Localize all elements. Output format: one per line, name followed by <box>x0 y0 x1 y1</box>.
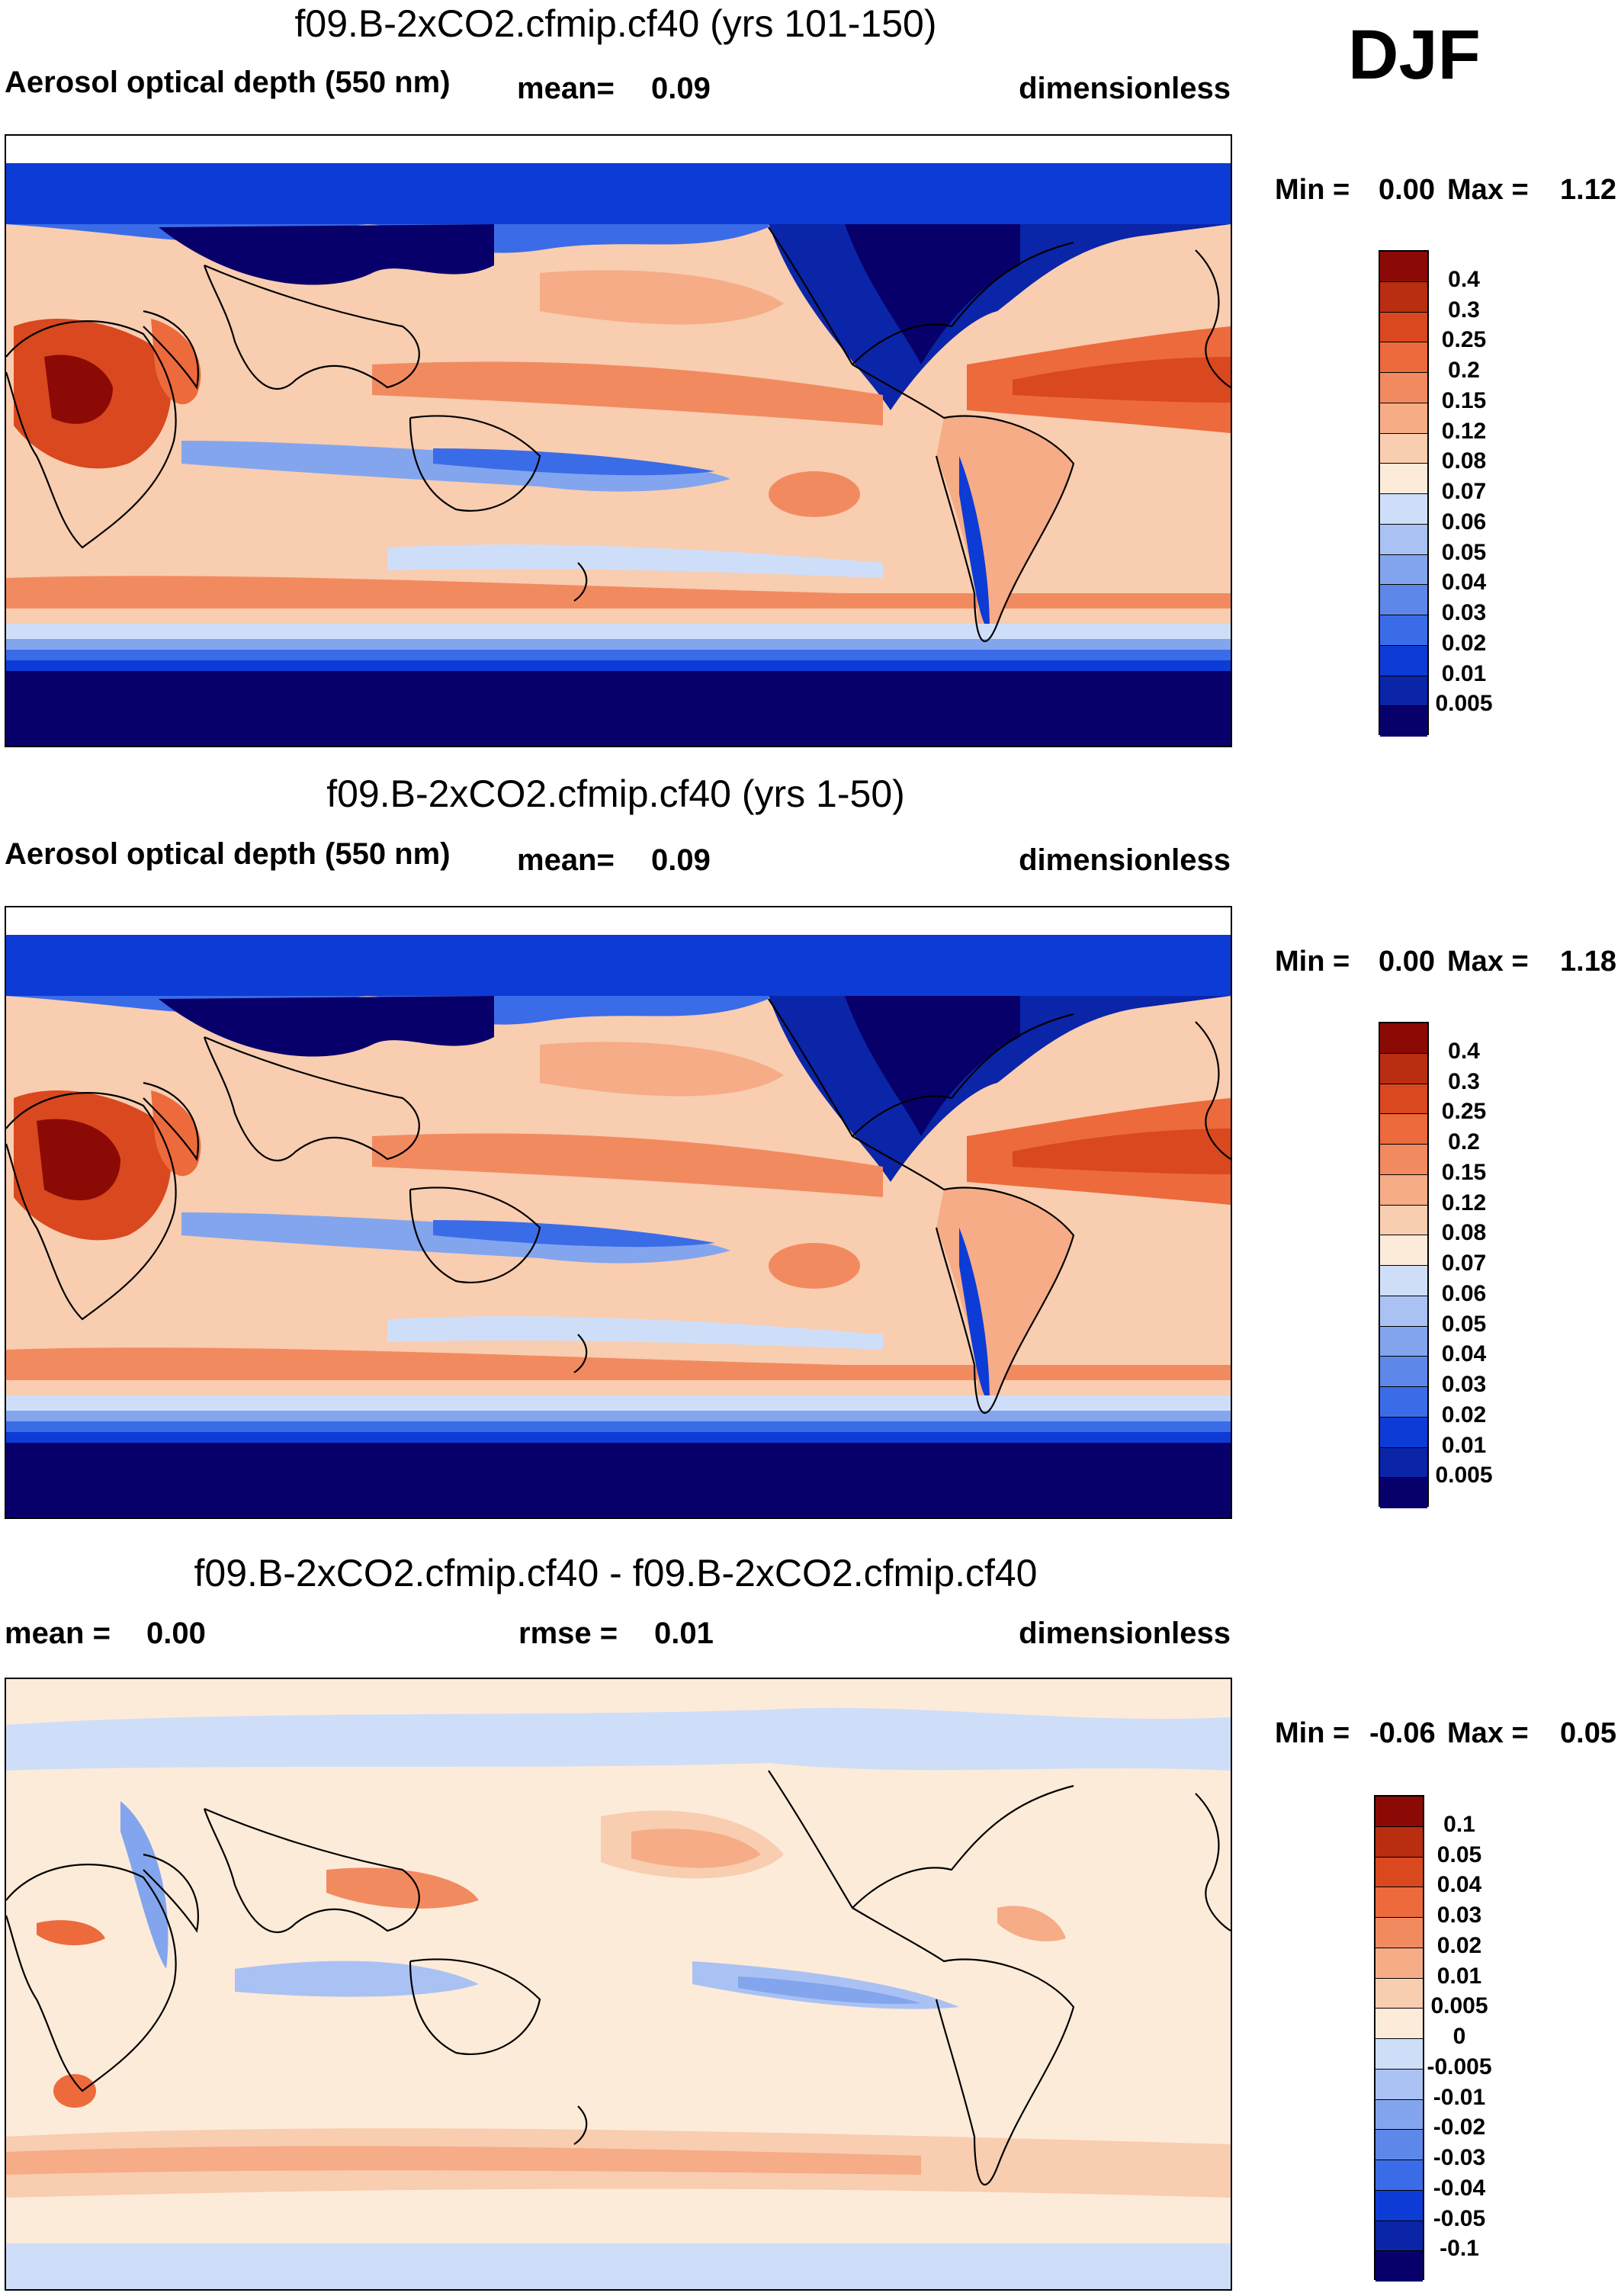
panel2-title: f09.B-2xCO2.cfmip.cf40 (yrs 1-50) <box>326 772 905 815</box>
colorbar-tick-label: 0.25 <box>1441 1099 1487 1125</box>
panel2-max-label: Max = <box>1447 946 1529 978</box>
panel1-units: dimensionless <box>1019 72 1231 105</box>
colorbar-tick-label: 0.06 <box>1441 1280 1487 1306</box>
panel1-map-svg <box>6 136 1231 746</box>
colorbar-tick-label: -0.03 <box>1433 2145 1486 2170</box>
panel3-units: dimensionless <box>1019 1617 1231 1650</box>
panel1-colorbar <box>1379 250 1429 737</box>
panel3-rmse-label: rmse = <box>518 1617 618 1650</box>
panel3-map-svg <box>6 1679 1231 2289</box>
colorbar-tick-label: 0.03 <box>1441 600 1487 625</box>
panel2-variable: Aerosol optical depth (550 nm) <box>5 837 451 871</box>
panel1-title: f09.B-2xCO2.cfmip.cf40 (yrs 101-150) <box>294 2 937 45</box>
colorbar-tick-label: -0.02 <box>1433 2115 1486 2140</box>
colorbar-tick-label: 0.08 <box>1441 448 1487 474</box>
colorbar-tick-label: -0.01 <box>1433 2084 1486 2110</box>
colorbar-tick-label: 0.07 <box>1441 479 1487 504</box>
colorbar-tick-label: 0.3 <box>1448 1068 1480 1094</box>
colorbar-tick-label: 0.07 <box>1441 1251 1487 1276</box>
colorbar-tick-label: 0.02 <box>1441 630 1487 656</box>
panel3-max-label: Max = <box>1447 1717 1529 1749</box>
colorbar-tick-label: 0.03 <box>1436 1903 1482 1928</box>
panel3-colorbar <box>1374 1795 1424 2282</box>
colorbar-tick-label: 0.01 <box>1441 660 1487 686</box>
panel1-min-label: Min = <box>1275 174 1350 206</box>
colorbar-tick-label: 0.05 <box>1441 1311 1487 1337</box>
panel2-map <box>5 906 1232 1519</box>
colorbar-tick-label: 0.1 <box>1443 1811 1475 1837</box>
panel2-min-label: Min = <box>1275 946 1350 978</box>
colorbar-tick-label: 0.2 <box>1448 358 1480 383</box>
colorbar-tick-label: -0.005 <box>1427 2054 1492 2079</box>
panel3-title: f09.B-2xCO2.cfmip.cf40 - f09.B-2xCO2.cfm… <box>194 1552 1038 1594</box>
colorbar-tick-label: 0.15 <box>1441 387 1487 413</box>
colorbar-tick-label: 0 <box>1452 2024 1466 2049</box>
colorbar-tick-label: 0.04 <box>1441 570 1487 596</box>
colorbar-tick-label: 0.2 <box>1448 1129 1480 1154</box>
colorbar-tick-label: 0.4 <box>1448 1038 1480 1064</box>
panel1-min-value: 0.00 <box>1379 174 1435 206</box>
panel2-map-svg <box>6 907 1231 1517</box>
colorbar-tick-label: 0.01 <box>1441 1432 1487 1458</box>
panel1-map <box>5 134 1232 747</box>
panel3-rmse-value: 0.01 <box>654 1617 714 1650</box>
colorbar-tick-label: 0.05 <box>1436 1842 1482 1867</box>
colorbar-tick-label: 0.04 <box>1441 1341 1487 1367</box>
colorbar-tick-label: 0.03 <box>1441 1372 1487 1397</box>
panel2-colorbar <box>1379 1022 1429 1508</box>
panel2-mean-value: 0.09 <box>651 843 711 877</box>
panel2-mean-label: mean= <box>517 843 615 877</box>
colorbar-tick-label: 0.12 <box>1441 418 1487 444</box>
panel3-mean-value: 0.00 <box>146 1617 206 1650</box>
panel1-variable: Aerosol optical depth (550 nm) <box>5 66 451 99</box>
colorbar-tick-label: -0.05 <box>1433 2205 1486 2231</box>
colorbar-tick-label: -0.1 <box>1440 2236 1479 2262</box>
colorbar-tick-label: 0.02 <box>1436 1932 1482 1958</box>
colorbar-tick-label: 0.4 <box>1448 266 1480 292</box>
panel1-mean-value: 0.09 <box>651 72 711 105</box>
colorbar-tick-label: 0.05 <box>1441 539 1487 565</box>
colorbar-tick-label: 0.005 <box>1435 691 1493 717</box>
colorbar-tick-label: 0.12 <box>1441 1190 1487 1215</box>
panel2-min-value: 0.00 <box>1379 946 1435 978</box>
colorbar-tick-label: 0.08 <box>1441 1220 1487 1246</box>
panel2-max-value: 1.18 <box>1560 946 1616 978</box>
colorbar-tick-label: 0.005 <box>1435 1463 1493 1488</box>
panel1-mean-label: mean= <box>517 72 615 105</box>
panel3-max-value: 0.05 <box>1560 1717 1616 1749</box>
colorbar-tick-label: 0.3 <box>1448 297 1480 323</box>
panel2-units: dimensionless <box>1019 843 1231 877</box>
colorbar-tick-label: -0.04 <box>1433 2175 1486 2201</box>
panel3-min-label: Min = <box>1275 1717 1350 1749</box>
panel3-map <box>5 1678 1232 2291</box>
panel1-max-label: Max = <box>1447 174 1529 206</box>
colorbar-tick-label: 0.15 <box>1441 1159 1487 1185</box>
colorbar-tick-label: 0.06 <box>1441 509 1487 535</box>
panel1-max-value: 1.12 <box>1560 174 1616 206</box>
colorbar-tick-label: 0.04 <box>1436 1872 1482 1898</box>
colorbar-tick-label: 0.02 <box>1441 1402 1487 1427</box>
colorbar-tick-label: 0.01 <box>1436 1963 1482 1989</box>
panel3-min-value: -0.06 <box>1369 1717 1436 1749</box>
panel3-mean-label: mean = <box>5 1617 111 1650</box>
season-label: DJF <box>1348 16 1481 94</box>
colorbar-tick-label: 0.25 <box>1441 327 1487 353</box>
colorbar-tick-label: 0.005 <box>1430 1993 1488 2019</box>
